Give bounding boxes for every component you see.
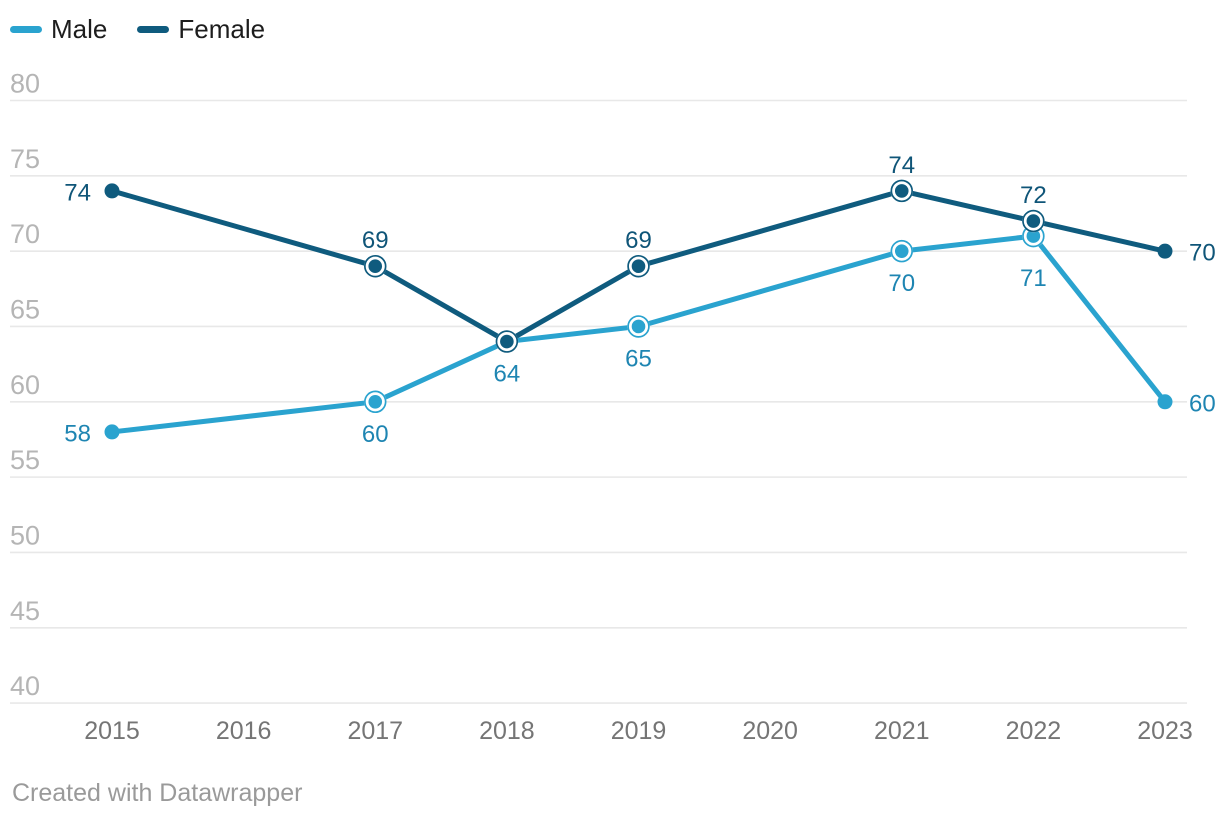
x-tick-label: 2020 [742, 717, 798, 745]
value-label: 71 [1020, 265, 1047, 292]
legend-label-female: Female [178, 14, 266, 44]
x-tick-label: 2022 [1006, 717, 1062, 745]
male-series-swatch-icon [10, 25, 42, 33]
value-label: 74 [888, 152, 915, 179]
legend-item-female: Female [137, 15, 265, 44]
credit-line: Created with Datawrapper [12, 779, 303, 807]
value-label: 65 [625, 345, 652, 372]
value-label: 60 [362, 421, 389, 448]
data-point-female[interactable] [1026, 214, 1041, 228]
data-point-female[interactable] [894, 184, 909, 198]
y-tick-label: 65 [10, 294, 40, 324]
value-label: 64 [494, 361, 521, 388]
data-point-female[interactable] [500, 334, 514, 349]
y-tick-label: 45 [10, 596, 40, 626]
x-tick-label: 2015 [84, 717, 140, 745]
data-point-male[interactable] [894, 244, 909, 258]
data-point-female[interactable] [104, 183, 120, 199]
data-point-male[interactable] [104, 424, 120, 440]
data-point-female[interactable] [368, 259, 383, 274]
marker-ring [890, 179, 913, 203]
y-tick-label: 80 [10, 69, 40, 99]
value-label: 74 [64, 179, 91, 206]
marker-ring [890, 239, 913, 263]
y-tick-label: 55 [10, 445, 40, 475]
data-point-female[interactable] [1157, 243, 1173, 259]
legend: Male Female [10, 15, 265, 44]
value-label: 69 [362, 227, 389, 254]
female-series-swatch-icon [137, 25, 170, 33]
data-point-male[interactable] [631, 319, 646, 334]
data-point-male[interactable] [1157, 394, 1173, 410]
y-axis-labels: 40 45 50 55 60 65 70 75 80 [10, 69, 40, 702]
x-tick-label: 2023 [1137, 717, 1193, 745]
value-label: 60 [1189, 390, 1216, 417]
x-tick-label: 2018 [479, 717, 535, 745]
y-tick-label: 40 [10, 671, 40, 701]
marker-ring [627, 315, 650, 338]
marker-ring [364, 254, 387, 278]
series-value-labels-male: 58 60 64 65 70 71 60 [64, 265, 1215, 448]
data-point-male[interactable] [1026, 229, 1041, 243]
series-markers-male [104, 224, 1173, 440]
series-value-labels-female: 74 69 69 74 72 70 [64, 152, 1215, 267]
series-markers-female [104, 179, 1173, 353]
value-label: 70 [888, 270, 915, 297]
y-tick-label: 75 [10, 144, 40, 174]
y-tick-label: 70 [10, 219, 40, 249]
y-tick-label: 60 [10, 370, 40, 400]
value-label: 72 [1020, 182, 1047, 209]
value-label: 70 [1189, 240, 1216, 267]
x-tick-label: 2021 [874, 717, 930, 745]
x-tick-label: 2016 [216, 717, 272, 745]
marker-ring [364, 390, 387, 414]
gridlines [10, 99, 1187, 704]
data-point-female[interactable] [631, 259, 646, 274]
marker-ring [495, 330, 519, 353]
x-axis-labels: 2015 2016 2017 2018 2019 2020 2021 2022 2023 [84, 717, 1193, 745]
x-tick-label: 2019 [611, 717, 667, 745]
marker-ring [627, 254, 650, 278]
legend-item-male: Male [10, 15, 107, 44]
y-tick-label: 50 [10, 520, 40, 550]
value-label: 69 [625, 227, 652, 254]
legend-label-male: Male [51, 14, 108, 44]
data-point-male[interactable] [368, 395, 383, 409]
value-label: 58 [64, 420, 91, 447]
x-tick-label: 2017 [347, 717, 403, 745]
marker-ring [1022, 209, 1045, 233]
